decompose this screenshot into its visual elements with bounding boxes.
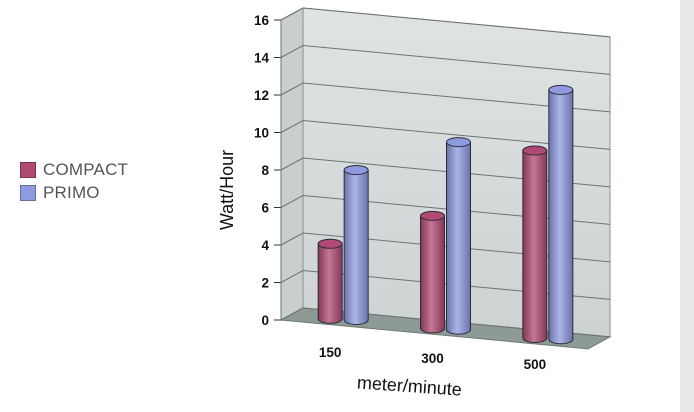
bar [317,238,343,324]
x-tick-label: 150 [319,345,342,360]
y-axis-title: Watt/Hour [217,150,237,230]
y-tick-label: 12 [254,88,269,103]
bar-body [548,89,574,345]
bar-body [446,141,471,335]
bar-body [420,215,445,334]
gridline [280,232,611,263]
gridline [280,157,611,188]
gridline [280,194,611,225]
bar-top [420,210,445,221]
y-tick-label: 16 [254,13,270,28]
legend: COMPACT PRIMO [20,158,128,204]
y-tick-labels: 0 2 4 6 8 10 12 14 16 [254,13,270,328]
bars [317,84,574,345]
x-tick-labels: 150 300 500 [319,345,546,372]
bar-top [548,84,574,95]
gridline [280,119,611,150]
y-tick-label: 4 [261,238,269,253]
gridline [280,307,611,338]
gridlines [274,7,611,338]
gridline [280,7,611,38]
x-tick-label: 300 [421,351,444,366]
bar-top [522,145,548,156]
x-tick-label: 500 [524,357,547,372]
bar-body [522,150,548,344]
y-tick-label: 6 [261,201,269,216]
bar-body [317,243,343,324]
legend-label-compact: COMPACT [43,159,129,179]
y-tick-label: 14 [254,51,270,66]
bar [446,137,471,335]
legend-swatch-primo [20,184,36,201]
bar [343,165,369,326]
window-edge-strip [680,0,694,412]
gridline [280,269,611,300]
bar [548,84,574,345]
legend-item-compact: COMPACT [20,158,128,181]
bar-top [446,137,471,148]
y-tick-label: 8 [261,163,269,178]
legend-swatch-compact [20,161,36,178]
x-axis-title: meter/minute [356,372,462,399]
y-tick-label: 0 [261,313,269,328]
bar-top [343,165,369,176]
gridline [280,44,611,75]
y-tick-label: 10 [254,126,269,141]
legend-label-primo: PRIMO [43,182,100,202]
legend-item-primo: PRIMO [20,181,128,204]
bar [522,145,548,344]
bar-body [343,169,369,326]
bar-top [317,238,343,249]
gridline [280,82,611,113]
y-tick-label: 2 [261,276,269,291]
bar [420,210,445,334]
